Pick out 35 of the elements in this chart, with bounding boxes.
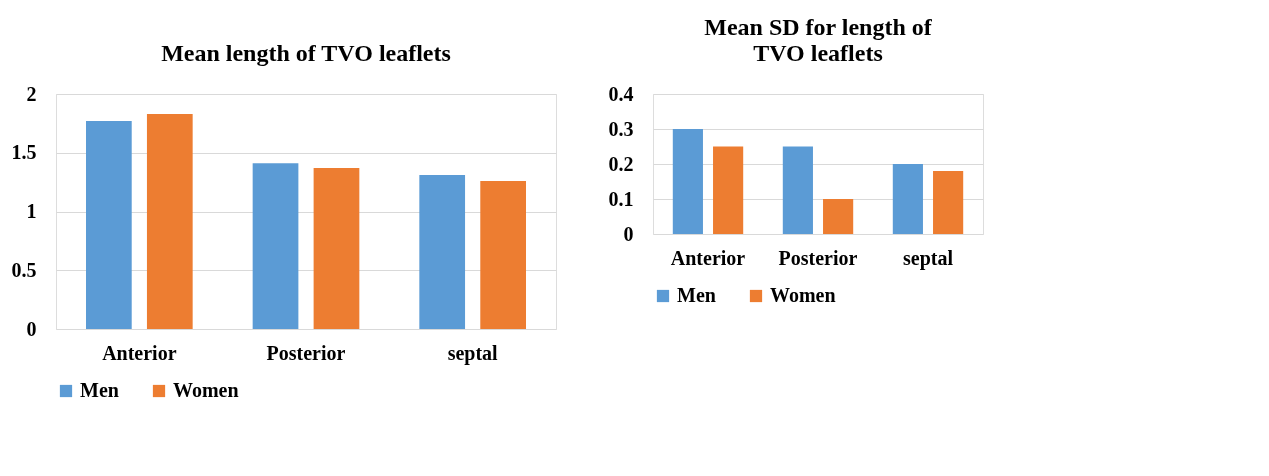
y-tick-label: 0	[26, 317, 37, 340]
x-tick-label: Anterior	[670, 246, 746, 269]
bar	[252, 163, 299, 329]
x-tick-label: Anterior	[102, 341, 177, 364]
y-tick-label: 0.1	[608, 187, 634, 210]
y-tick-label: 0.5	[11, 258, 37, 281]
chart-title: Mean length of TVO leaflets	[161, 40, 451, 66]
y-tick-label: 0.4	[608, 82, 634, 105]
bar	[782, 146, 813, 234]
y-tick-label: 1.5	[11, 141, 37, 164]
legend-label: Women	[173, 379, 239, 401]
y-tick-label: 0.3	[608, 117, 634, 140]
text: TVO leaflets	[753, 40, 883, 66]
bar	[480, 180, 526, 329]
y-tick-label: 0.2	[608, 152, 634, 175]
y-tick-label: 2	[26, 82, 37, 105]
bar	[313, 168, 360, 329]
legend-label: Men	[80, 379, 119, 401]
x-tick-label: septal	[903, 246, 954, 270]
bar	[933, 171, 964, 234]
text: Mean SD for length of	[704, 14, 932, 40]
bar	[146, 113, 193, 329]
bar	[419, 175, 466, 329]
bar	[713, 146, 744, 234]
bar	[672, 129, 703, 234]
x-tick-label: Posterior	[778, 246, 858, 269]
bar	[892, 164, 923, 234]
x-tick-label: Posterior	[266, 341, 346, 364]
bar	[86, 121, 132, 329]
legend-label: Men	[677, 284, 716, 306]
y-tick-label: 0	[623, 222, 634, 245]
x-tick-label: septal	[447, 341, 499, 365]
y-tick-label: 1	[26, 200, 37, 222]
legend-label: Women	[770, 284, 836, 306]
bar	[823, 199, 854, 234]
